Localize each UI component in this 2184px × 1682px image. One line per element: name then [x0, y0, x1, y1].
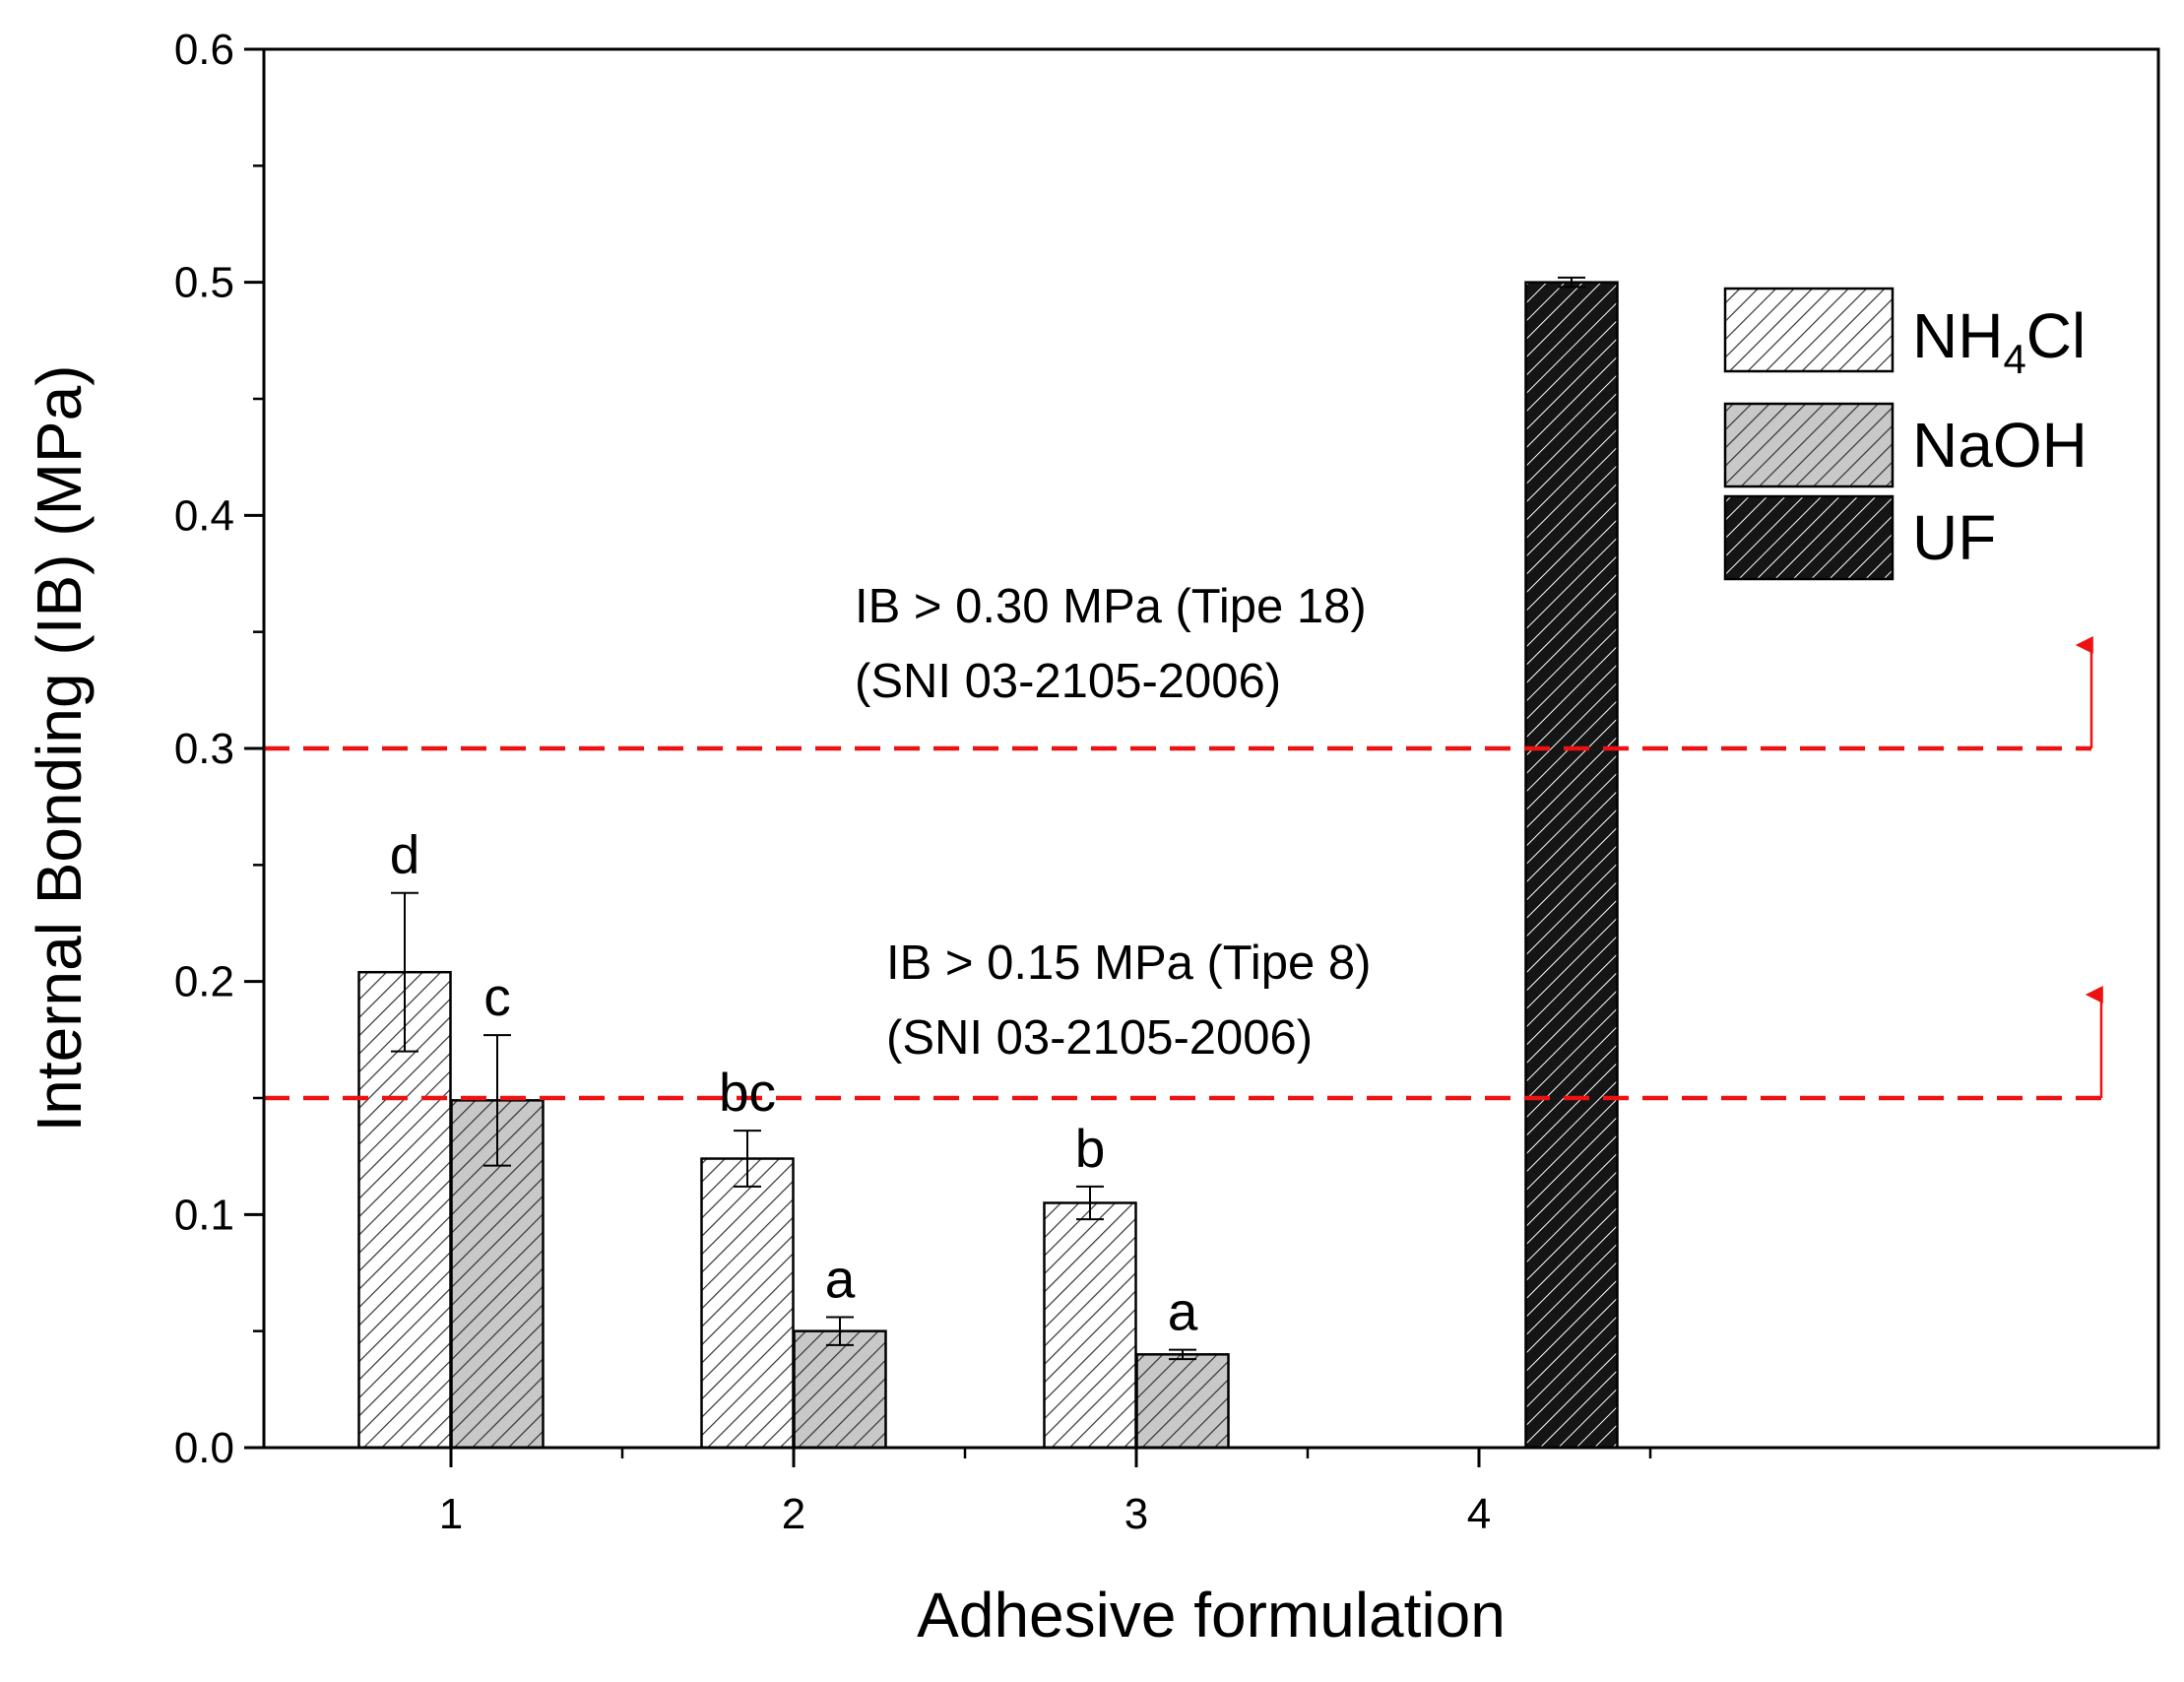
legend: NH4Cl NaOH UF	[1723, 287, 2088, 581]
legend-label-nh4cl-main: NH	[1912, 300, 2003, 371]
legend-label-uf: UF	[1912, 502, 1996, 573]
legend-label-naoh: NaOH	[1912, 410, 2088, 481]
bar-naoh-3	[1135, 1353, 1230, 1450]
x-tick-label-2: 2	[782, 1490, 805, 1538]
legend-item-naoh: NaOH	[1723, 402, 2088, 488]
significance-label-nh4cl-3: b	[1075, 1118, 1106, 1179]
y-tick-label-6: 0.6	[174, 26, 234, 74]
legend-label-nh4cl-sub: 4	[2003, 336, 2025, 382]
y-tick-label-1: 0.1	[174, 1191, 234, 1239]
bars-layer	[357, 281, 1619, 1450]
ref-annotation-030-line1: IB > 0.30 MPa (Tipe 18)	[855, 580, 1367, 633]
y-tick-label-3: 0.3	[174, 725, 234, 773]
significance-label-naoh-3: a	[1168, 1281, 1198, 1342]
y-tick-label-2: 0.2	[174, 958, 234, 1006]
significance-label-nh4cl-2: bc	[719, 1062, 776, 1123]
x-tick-label-1: 1	[439, 1490, 463, 1538]
y-tick-label-4: 0.4	[174, 491, 234, 540]
legend-item-nh4cl: NH4Cl	[1723, 287, 2086, 382]
axes-layer: 0.0 0.1 0.2 0.3 0.4 0.5 0.6 1 2 3 4	[174, 26, 1652, 1538]
bar-naoh-2	[793, 1329, 887, 1450]
y-tick-label-5: 0.5	[174, 259, 234, 307]
legend-swatch-uf	[1723, 494, 1895, 581]
bar-nh4cl-3	[1043, 1201, 1137, 1450]
significance-label-naoh-2: a	[825, 1248, 856, 1309]
ref-annotation-015-line2: (SNI 03-2105-2006)	[886, 1011, 1313, 1065]
bar-nh4cl-2	[700, 1157, 795, 1450]
ref-annotation-030-line2: (SNI 03-2105-2006)	[855, 655, 1281, 708]
error-bars-layer	[391, 276, 1585, 1361]
y-axis-title: Internal Bonding (IB) (MPa)	[24, 365, 95, 1132]
reference-lines-layer	[264, 636, 2103, 1101]
x-axis-title: Adhesive formulation	[917, 1580, 1506, 1650]
y-tick-label-0: 0.0	[174, 1424, 234, 1472]
legend-swatch-nh4cl	[1723, 287, 1895, 373]
x-tick-label-3: 3	[1124, 1490, 1148, 1538]
x-tick-label-4: 4	[1467, 1490, 1491, 1538]
legend-label-nh4cl: NH4Cl	[1912, 300, 2086, 382]
legend-item-uf: UF	[1723, 494, 1996, 581]
bar-uf-4	[1524, 281, 1619, 1450]
legend-label-nh4cl-tail: Cl	[2026, 300, 2086, 371]
ref-annotation-015-line1: IB > 0.15 MPa (Tipe 8)	[886, 937, 1372, 990]
legend-swatch-naoh	[1723, 402, 1895, 488]
significance-label-nh4cl-1: d	[390, 824, 420, 885]
significance-label-naoh-1: c	[483, 966, 511, 1027]
